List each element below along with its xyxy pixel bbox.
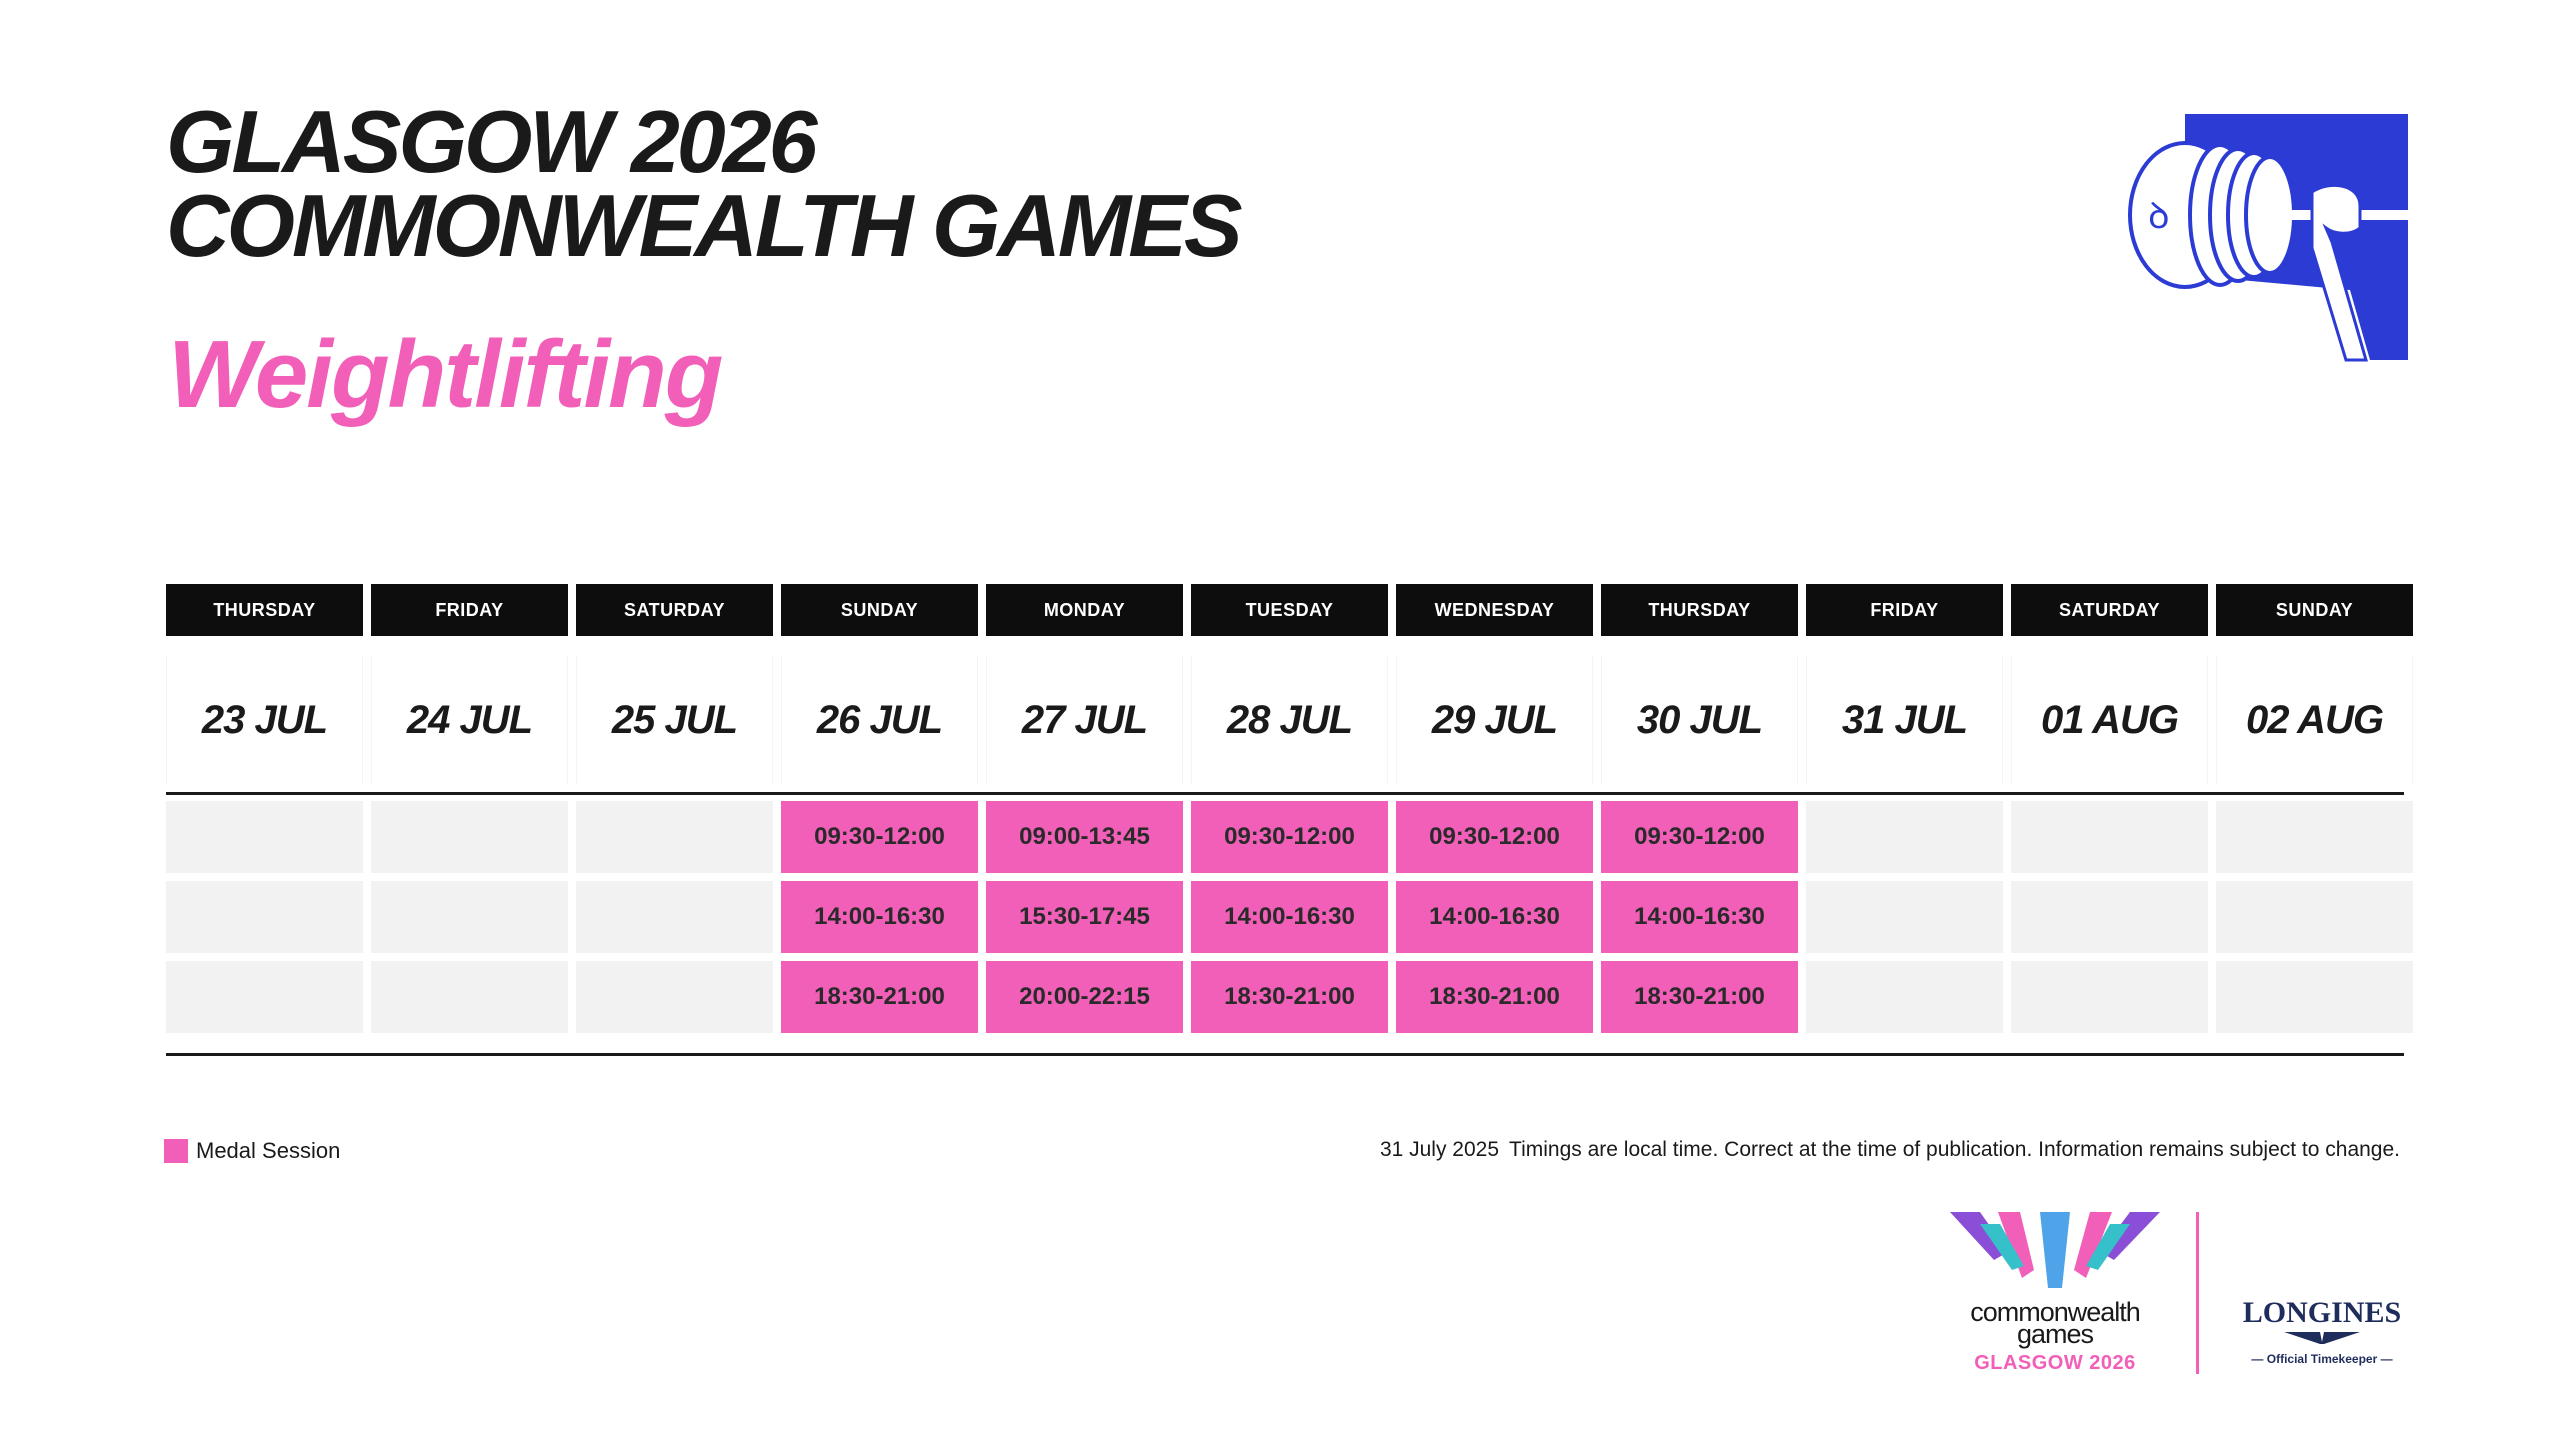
session-cell: [576, 881, 773, 953]
session-cell: [2011, 881, 2208, 953]
weekday-cell: WEDNESDAY: [1396, 584, 1593, 636]
date-cell: 26 JUL: [781, 656, 978, 784]
session-cell: [2216, 881, 2413, 953]
title-line-1: GLASGOW 2026: [166, 92, 818, 191]
date-cell: 24 JUL: [371, 656, 568, 784]
session-row: 09:30-12:00 09:00-13:45 09:30-12:00 09:30-1…: [166, 801, 2413, 873]
session-cell: [576, 801, 773, 873]
session-cell: 14:00-16:30: [1601, 881, 1798, 953]
date-cell: 23 JUL: [166, 656, 363, 784]
commonwealth-games-mark-icon: [1950, 1212, 2160, 1288]
sessions-grid: 09:30-12:00 09:00-13:45 09:30-12:00 09:30-1…: [166, 801, 2413, 1033]
session-cell: 18:30-21:00: [1396, 961, 1593, 1033]
session-cell: [1806, 881, 2003, 953]
sport-title: Weightlifting: [168, 321, 723, 428]
cg-text-commonwealth: commonwealth: [1970, 1297, 2141, 1327]
session-cell: [1806, 801, 2003, 873]
session-cell: 09:30-12:00: [1396, 801, 1593, 873]
svg-text:ꝺ: ꝺ: [2148, 196, 2170, 237]
cg-text-glasgow: GLASGOW 2026: [1974, 1352, 2136, 1374]
session-cell: [2011, 801, 2208, 873]
session-cell: [166, 961, 363, 1033]
session-cell: [2216, 961, 2413, 1033]
longines-wordmark: LONGINES: [2242, 1296, 2402, 1329]
session-row: 18:30-21:00 20:00-22:15 18:30-21:00 18:30-2…: [166, 961, 2413, 1033]
session-cell: [2011, 961, 2208, 1033]
date-cell: 01 AUG: [2011, 656, 2208, 784]
logo-divider: [2196, 1212, 2199, 1374]
weekday-cell: THURSDAY: [166, 584, 363, 636]
session-cell: 14:00-16:30: [781, 881, 978, 953]
session-cell: 18:30-21:00: [1601, 961, 1798, 1033]
weekday-cell: FRIDAY: [1806, 584, 2003, 636]
title-block: GLASGOW 2026 COMMONWEALTH GAMES: [166, 92, 1243, 275]
date-cell: 31 JUL: [1806, 656, 2003, 784]
session-cell: 20:00-22:15: [986, 961, 1183, 1033]
date-cell: 27 JUL: [986, 656, 1183, 784]
session-cell: [371, 801, 568, 873]
weekday-row: THURSDAY FRIDAY SATURDAY SUNDAY MONDAY T…: [166, 584, 2413, 636]
session-cell: 15:30-17:45: [986, 881, 1183, 953]
longines-wings-icon: [2284, 1332, 2360, 1344]
weekday-cell: FRIDAY: [371, 584, 568, 636]
session-cell: [371, 881, 568, 953]
session-cell: 18:30-21:00: [1191, 961, 1388, 1033]
date-cell: 30 JUL: [1601, 656, 1798, 784]
session-cell: 09:30-12:00: [1191, 801, 1388, 873]
title-line-2: COMMONWEALTH GAMES: [166, 176, 1243, 275]
session-cell: [1806, 961, 2003, 1033]
legend: Medal Session: [164, 1138, 340, 1164]
weightlifting-pictogram-icon: ꝺ: [2128, 114, 2408, 362]
session-cell: [371, 961, 568, 1033]
session-cell: 09:30-12:00: [781, 801, 978, 873]
date-cell: 29 JUL: [1396, 656, 1593, 784]
weekday-cell: SUNDAY: [2216, 584, 2413, 636]
date-cell: 02 AUG: [2216, 656, 2413, 784]
date-cell: 25 JUL: [576, 656, 773, 784]
commonwealth-games-logo: commonwealth games GLASGOW 2026: [1940, 1208, 2170, 1378]
weekday-cell: SATURDAY: [576, 584, 773, 636]
date-row: 23 JUL 24 JUL 25 JUL 26 JUL 27 JUL 28 JU…: [166, 656, 2413, 784]
weekday-cell: SUNDAY: [781, 584, 978, 636]
cg-text-games: games: [2016, 1319, 2094, 1349]
session-cell: 14:00-16:30: [1396, 881, 1593, 953]
weekday-cell: THURSDAY: [1601, 584, 1798, 636]
weekday-cell: TUESDAY: [1191, 584, 1388, 636]
session-cell: [2216, 801, 2413, 873]
session-cell: 09:30-12:00: [1601, 801, 1798, 873]
session-cell: [166, 881, 363, 953]
medal-session-swatch: [164, 1139, 188, 1163]
session-cell: [576, 961, 773, 1033]
session-row: 14:00-16:30 15:30-17:45 14:00-16:30 14:00-1…: [166, 881, 2413, 953]
session-cell: 09:00-13:45: [986, 801, 1183, 873]
table-bottom-rule: [166, 1053, 2404, 1056]
date-cell: 28 JUL: [1191, 656, 1388, 784]
weekday-cell: SATURDAY: [2011, 584, 2208, 636]
longines-logo: LONGINES — Official Timekeeper —: [2232, 1296, 2412, 1366]
session-cell: 18:30-21:00: [781, 961, 978, 1033]
session-cell: 14:00-16:30: [1191, 881, 1388, 953]
table-top-rule: [166, 792, 2404, 795]
footnote-text: Timings are local time. Correct at the t…: [1509, 1138, 2400, 1161]
schedule-grid: THURSDAY FRIDAY SATURDAY SUNDAY MONDAY T…: [166, 584, 2413, 1056]
legend-label: Medal Session: [196, 1138, 341, 1163]
longines-subtitle: — Official Timekeeper —: [2251, 1352, 2393, 1366]
weekday-cell: MONDAY: [986, 584, 1183, 636]
session-cell: [166, 801, 363, 873]
footnote: 31 July 2025 Timings are local time. Corr…: [1380, 1138, 2400, 1162]
footnote-date: 31 July 2025: [1379, 1138, 1500, 1161]
